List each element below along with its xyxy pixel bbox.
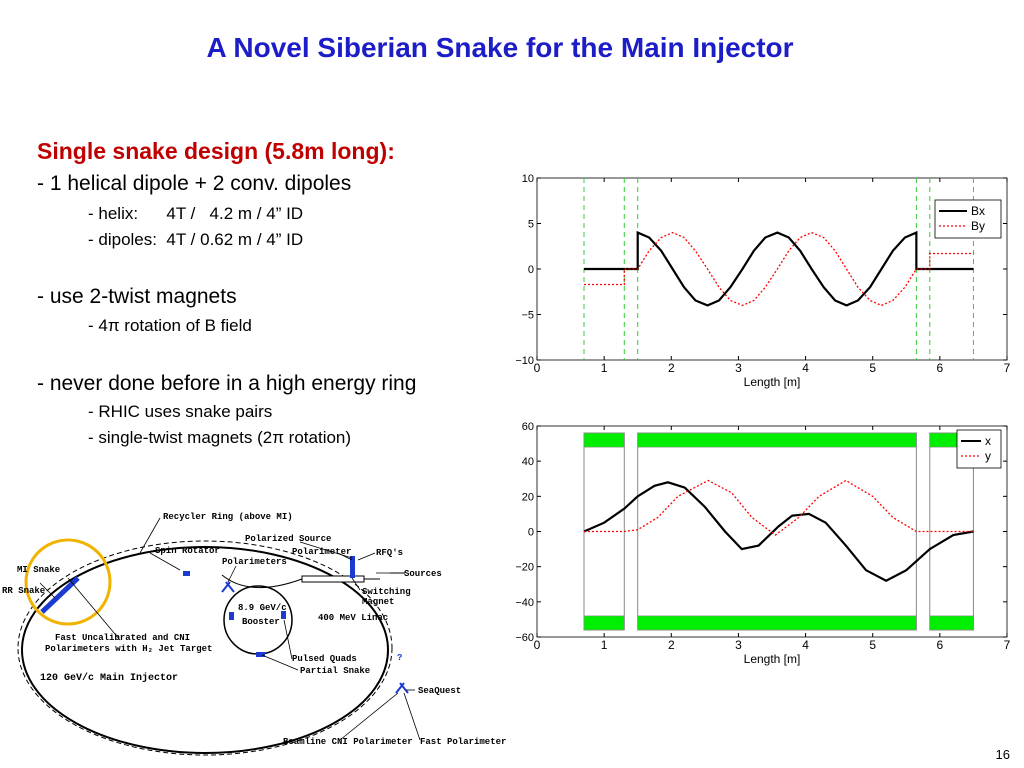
diagram-label: Fast Polarimeter [420, 737, 506, 747]
magnet-band [637, 432, 917, 448]
bullet: - use 2-twist magnets [37, 285, 237, 308]
y-tick-label: −40 [515, 597, 534, 609]
y-tick-label: 40 [522, 456, 534, 468]
leader-lines [39, 517, 421, 741]
x-tick-label: 7 [1004, 638, 1011, 652]
diagram-label: MI Snake [17, 565, 60, 575]
sub-bullet: - helix: 4T / 4.2 m / 4” ID [88, 204, 304, 223]
y-tick-label: −5 [521, 310, 534, 322]
x-tick-label: 3 [735, 361, 742, 375]
source-marker [350, 556, 355, 578]
x-tick-label: 1 [601, 361, 608, 375]
snake-marker [40, 576, 80, 614]
slide-title: A Novel Siberian Snake for the Main Inje… [206, 32, 794, 63]
x-tick-label: 3 [735, 638, 742, 652]
heading: Single snake design (5.8m long): [37, 138, 395, 164]
series-line [583, 481, 974, 582]
y-tick-label: 10 [522, 173, 534, 185]
page-number: 16 [995, 747, 1010, 762]
x-axis-label: Length [m] [744, 375, 801, 389]
sub-bullet: - RHIC uses snake pairs [88, 402, 273, 421]
legend-label: By [971, 219, 985, 233]
y-tick-label: −10 [515, 355, 534, 367]
diagram-label: 8.9 GeV/c [238, 603, 287, 613]
diagram-label: Magnet [362, 597, 394, 607]
y-tick-label: 5 [528, 219, 534, 231]
y-tick-label: 0 [528, 527, 534, 539]
diagram-label: Polarized Source [245, 534, 331, 544]
diagram-label: Switching [362, 587, 411, 597]
diagram-label: RFQ's [376, 548, 403, 558]
diagram-label: Pulsed Quads [292, 654, 357, 664]
sub-bullet: - 4π rotation of B field [88, 316, 252, 335]
highlight-circle [24, 538, 112, 626]
x-axis-label: Length [m] [744, 652, 801, 666]
diagram-label: Recycler Ring (above MI) [163, 512, 293, 522]
x-tick-label: 5 [869, 638, 876, 652]
y-tick-label: 0 [528, 264, 534, 276]
diagram-label: Partial Snake [300, 666, 370, 676]
diagram-label: SeaQuest [418, 686, 461, 696]
x-tick-label: 6 [937, 638, 944, 652]
polarimeter-marker [395, 682, 409, 694]
y-tick-label: 60 [522, 421, 534, 433]
x-tick-label: 2 [668, 361, 675, 375]
x-tick-label: 6 [937, 361, 944, 375]
y-tick-label: 20 [522, 491, 534, 503]
x-tick-label: 4 [802, 638, 809, 652]
recycler-ring [17, 540, 393, 756]
magnet-band [929, 615, 974, 631]
magnet-band [583, 615, 625, 631]
diagram-label: Booster [242, 617, 280, 627]
diagram-label: ? [397, 653, 402, 663]
legend-label: x [985, 434, 991, 448]
diagram-label: RR Snake [2, 586, 45, 596]
sub-bullet: - dipoles: 4T / 0.62 m / 4” ID [88, 230, 304, 249]
x-tick-label: 5 [869, 361, 876, 375]
quad-marker [281, 611, 286, 619]
bullet: - never done before in a high energy rin… [37, 372, 417, 395]
x-tick-label: 2 [668, 638, 675, 652]
diagram-label: Beamline CNI Polarimeter [283, 737, 413, 747]
x-tick-label: 0 [534, 638, 541, 652]
magnet-band [583, 432, 625, 448]
legend-label: y [985, 449, 991, 463]
diagram-label: Fast Uncalibrated and CNI [55, 633, 190, 643]
snake-marker [256, 652, 265, 657]
series-line [584, 230, 974, 307]
x-tick-label: 1 [601, 638, 608, 652]
diagram-label: 120 GeV/c Main Injector [40, 672, 178, 684]
y-tick-label: −60 [515, 632, 534, 644]
diagram-label: Polarimeters with H₂ Jet Target [45, 644, 212, 654]
diagram-label: Polarimeter [292, 547, 351, 557]
legend-box [956, 429, 1002, 469]
booster-marker [229, 612, 234, 620]
x-tick-label: 4 [802, 361, 809, 375]
series-line [584, 479, 974, 536]
bullet: - 1 helical dipole + 2 conv. dipoles [37, 172, 352, 195]
diagram-label: 400 MeV Linac [318, 613, 388, 623]
x-tick-label: 0 [534, 361, 541, 375]
sub-bullet: - single-twist magnets (2π rotation) [88, 428, 352, 447]
y-tick-label: −20 [515, 562, 534, 574]
main-injector-ring [21, 546, 389, 754]
polarimeter-marker [221, 581, 235, 593]
diagram-label: Polarimeters [222, 557, 287, 567]
rotator-marker [183, 571, 190, 576]
magnet-band [637, 615, 917, 631]
legend-box [934, 199, 1002, 239]
x-tick-label: 7 [1004, 361, 1011, 375]
diagram-label: Sources [404, 569, 442, 579]
legend-label: Bx [971, 204, 985, 218]
series-line [584, 231, 974, 307]
diagram-label: Spin Rotator [155, 546, 220, 556]
